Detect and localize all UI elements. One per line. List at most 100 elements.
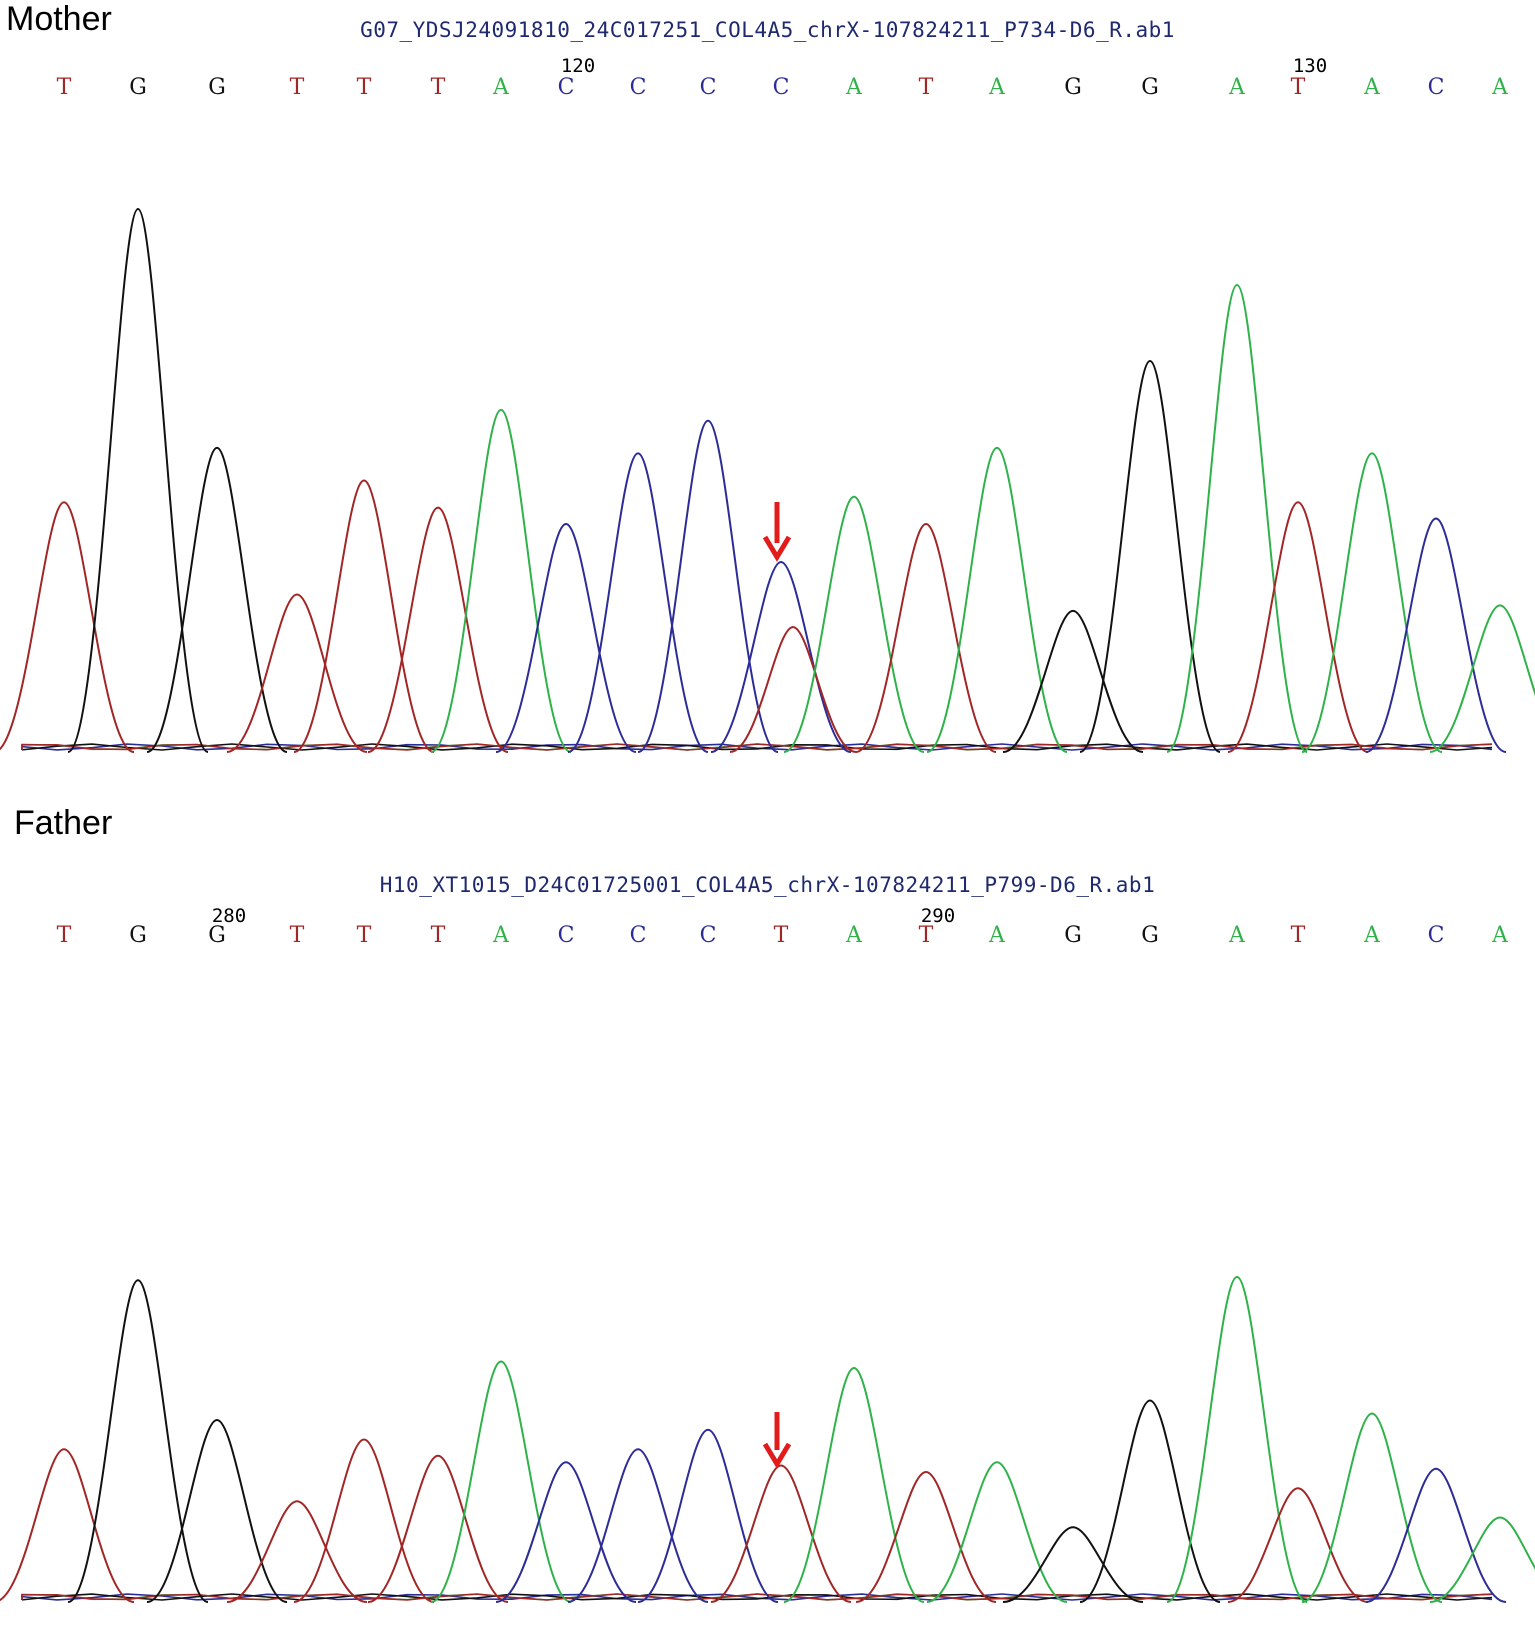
panel-title: Father [14, 804, 113, 842]
position-label: 130 [1293, 55, 1327, 77]
peak-a [783, 1366, 925, 1603]
variant-arrow-head-icon [762, 1442, 792, 1469]
peak-t [855, 522, 997, 753]
peak-a [926, 1461, 1068, 1603]
position-label: 280 [212, 905, 246, 927]
base-call-label: T [290, 75, 305, 100]
peak-c [495, 522, 637, 753]
base-call-label: G [1141, 923, 1159, 948]
chromatogram-panel-mother: Mother G07_YDSJ24091810_24C017251_COL4A5… [0, 0, 1535, 790]
base-call-label: A [1228, 75, 1246, 100]
base-call-label: C [700, 75, 717, 100]
base-call-label: A [1363, 923, 1381, 948]
base-call-label: C [630, 923, 647, 948]
chromatogram-father: T G G T T T A C C C T A T A G G A T A C A 280 290 [0, 905, 1535, 1603]
peak-c [567, 1448, 709, 1603]
base-call-label: T [919, 75, 934, 100]
peak-a [1429, 604, 1535, 753]
peak-c [567, 452, 709, 753]
peak-g [146, 1418, 288, 1603]
base-call-label: T [774, 923, 789, 948]
peak-t [293, 479, 435, 753]
base-call-label: A [845, 923, 863, 948]
peak-c [1365, 1467, 1507, 1603]
base-call-label: A [845, 75, 863, 100]
position-label: 290 [921, 905, 955, 927]
base-call-label: C [558, 75, 575, 100]
variant-arrow-head-icon [762, 535, 792, 562]
base-call-label: T [290, 923, 305, 948]
chromatogram-mother: T G G T T T A C C C C A T A G G A T A C A 120 130 [0, 55, 1535, 753]
base-call-label: A [492, 923, 510, 948]
base-call-label: A [988, 75, 1006, 100]
base-call-label: A [1363, 75, 1381, 100]
peak-g [1079, 360, 1221, 753]
peak-c [710, 560, 852, 753]
peak-a [783, 495, 925, 753]
base-call-label: T [57, 923, 72, 948]
peak-a [430, 408, 572, 753]
peak-a [1301, 1412, 1443, 1603]
peak-a [1429, 1516, 1535, 1603]
peak-t [0, 501, 135, 753]
peak-a [1166, 284, 1308, 753]
peak-t [293, 1438, 435, 1603]
chromatogram-panel-father: Father H10_XT1015_D24C01725001_COL4A5_ch… [0, 800, 1535, 1625]
base-call-label: T [431, 75, 446, 100]
base-call-label: T [431, 923, 446, 948]
peak-g [146, 446, 288, 753]
peak-g [1002, 609, 1144, 753]
base-call-label: A [988, 923, 1006, 948]
peak-c [495, 1461, 637, 1603]
peak-c [1365, 517, 1507, 753]
trace-file-name: H10_XT1015_D24C01725001_COL4A5_chrX-1078… [379, 873, 1156, 897]
peak-g [67, 1279, 209, 1603]
base-call-label: A [1228, 923, 1246, 948]
base-call-label: G [129, 75, 147, 100]
base-call-label: G [208, 75, 226, 100]
base-call-label: T [57, 75, 72, 100]
peak-t [367, 506, 509, 753]
secondary-peak-t [729, 626, 857, 753]
base-call-label: C [700, 923, 717, 948]
peak-t [1227, 501, 1369, 753]
peak-a [1301, 452, 1443, 753]
peak-a [430, 1360, 572, 1603]
peak-c [637, 1428, 779, 1603]
base-call-label: T [1291, 75, 1306, 100]
peak-a [1166, 1275, 1308, 1603]
base-call-label: G [129, 923, 147, 948]
peak-t [855, 1470, 997, 1603]
base-call-label: G [208, 923, 226, 948]
base-call-label: T [1291, 923, 1306, 948]
peak-t [226, 593, 368, 753]
peak-g [67, 207, 209, 753]
base-call-label: G [1064, 75, 1082, 100]
base-call-label: C [558, 923, 575, 948]
base-call-label: C [630, 75, 647, 100]
base-call-label: C [773, 75, 790, 100]
peak-t [1227, 1487, 1369, 1603]
peak-t [0, 1448, 135, 1603]
peak-c [637, 419, 779, 753]
base-call-label: T [357, 75, 372, 100]
base-call-label: G [1141, 75, 1159, 100]
baseline-trace-t [21, 743, 1493, 751]
base-call-label: A [492, 75, 510, 100]
peak-a [926, 446, 1068, 753]
peak-g [1079, 1399, 1221, 1603]
base-call-label: A [1491, 923, 1509, 948]
base-call-label: G [1064, 923, 1082, 948]
panel-title: Mother [6, 0, 112, 38]
peak-t [226, 1500, 368, 1603]
base-call-label: A [1491, 75, 1509, 100]
base-call-label: T [919, 923, 934, 948]
trace-file-name: G07_YDSJ24091810_24C017251_COL4A5_chrX-1… [360, 18, 1175, 42]
base-call-label: T [357, 923, 372, 948]
base-call-label: C [1428, 75, 1445, 100]
position-label: 120 [561, 55, 595, 77]
base-call-label: C [1428, 923, 1445, 948]
peak-t [710, 1464, 852, 1603]
peak-g [1002, 1526, 1144, 1603]
peak-t [367, 1454, 509, 1603]
